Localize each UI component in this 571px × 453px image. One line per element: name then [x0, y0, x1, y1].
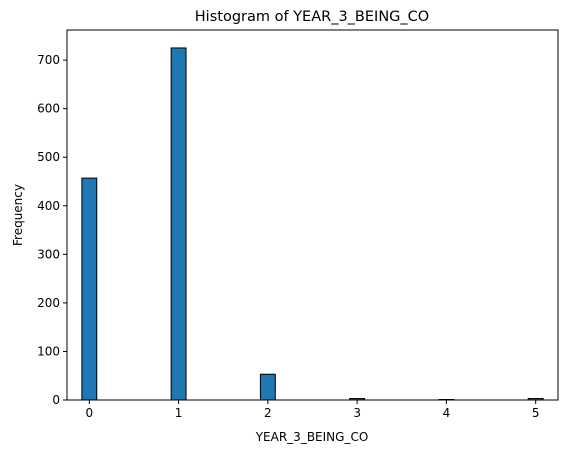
y-axis-ticks: 0 100 200 300 400 500 600 700: [37, 53, 67, 407]
y-tick-label: 700: [37, 53, 60, 67]
y-axis-label: Frequency: [11, 184, 25, 246]
y-tick-label: 0: [52, 393, 60, 407]
y-tick-label: 600: [37, 102, 60, 116]
bars-group: [81, 47, 544, 401]
plot-frame: [66, 29, 559, 401]
y-tick-label: 100: [37, 344, 60, 358]
x-tick-label: 5: [532, 406, 540, 420]
x-tick-label: 3: [353, 406, 361, 420]
chart-title: Histogram of YEAR_3_BEING_CO: [195, 9, 429, 25]
histogram-bar: [81, 177, 98, 401]
y-tick-label: 300: [37, 247, 60, 261]
x-tick-label: 4: [443, 406, 451, 420]
histogram-bar: [170, 47, 187, 401]
x-tick-label: 1: [175, 406, 183, 420]
y-tick-label: 200: [37, 296, 60, 310]
x-tick-label: 0: [85, 406, 93, 420]
y-tick-label: 500: [37, 150, 60, 164]
y-tick-label: 400: [37, 199, 60, 213]
x-axis-ticks: 0 1 2 3 4 5: [85, 400, 540, 420]
x-tick-label: 2: [264, 406, 272, 420]
x-axis-label: YEAR_3_BEING_CO: [255, 430, 369, 444]
histogram-bar: [259, 373, 276, 401]
